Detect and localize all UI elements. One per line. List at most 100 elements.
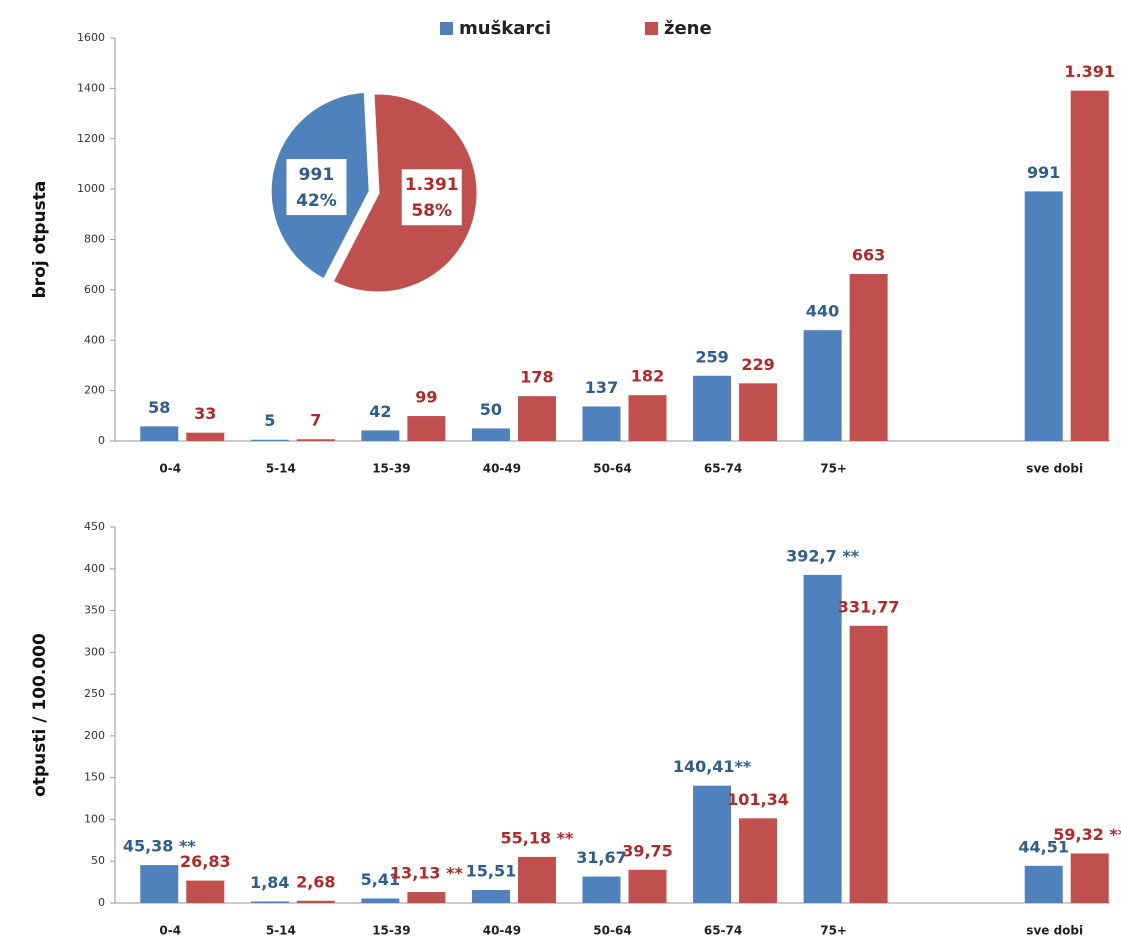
- pie-value-label: 1.391: [405, 175, 459, 195]
- value-label: 50: [480, 400, 502, 419]
- x-tick-label: 40-49: [483, 924, 521, 938]
- bar: [628, 395, 667, 441]
- bar: [849, 274, 888, 441]
- bar: [471, 428, 510, 441]
- legend-label: žene: [664, 18, 712, 39]
- x-tick-label: 5-14: [266, 924, 296, 938]
- legend-swatch: [645, 22, 658, 35]
- value-label: 331,77: [838, 597, 900, 616]
- bar: [140, 426, 179, 441]
- bar: [582, 406, 621, 441]
- value-label: 26,83: [180, 852, 231, 871]
- bar: [1070, 90, 1109, 441]
- y-tick-label: 1400: [77, 81, 105, 94]
- bar: [1024, 865, 1063, 903]
- value-label: 31,67: [576, 848, 627, 867]
- value-label: 5: [264, 411, 275, 430]
- y-tick-label: 200: [84, 384, 105, 397]
- x-tick-label: 65-74: [704, 924, 742, 938]
- bar: [471, 890, 510, 903]
- legend-swatch: [440, 22, 453, 35]
- y-axis-title: broj otpusta: [30, 181, 50, 299]
- bar: [296, 900, 335, 903]
- x-tick-label: 15-39: [372, 924, 410, 938]
- y-tick-label: 400: [84, 562, 105, 575]
- pie-percent-label: 42%: [296, 191, 337, 211]
- y-tick-label: 300: [84, 645, 105, 658]
- bar: [849, 625, 888, 903]
- value-label: 55,18 **: [500, 828, 574, 847]
- bar: [296, 439, 335, 441]
- bar: [1070, 853, 1109, 903]
- bar: [140, 865, 179, 903]
- y-tick-label: 600: [84, 283, 105, 296]
- y-tick-label: 0: [98, 896, 105, 909]
- value-label: 991: [1027, 163, 1060, 182]
- bar: [628, 869, 667, 903]
- value-label: 182: [631, 367, 664, 386]
- y-tick-label: 150: [84, 771, 105, 784]
- bar: [186, 432, 225, 441]
- value-label: 1,84: [250, 873, 289, 892]
- x-tick-label: 75+: [820, 924, 847, 938]
- x-tick-label: 0-4: [159, 462, 181, 476]
- y-tick-label: 1200: [77, 132, 105, 145]
- y-tick-label: 1000: [77, 182, 105, 195]
- value-label: 15,51: [466, 862, 517, 881]
- bar: [739, 383, 778, 441]
- value-label: 5,41: [361, 870, 400, 889]
- value-label: 99: [415, 388, 437, 407]
- bar: [1024, 191, 1063, 441]
- value-label: 44,51: [1018, 837, 1069, 856]
- bar: [582, 876, 621, 903]
- value-label: 13,13 **: [390, 864, 464, 883]
- value-label: 259: [695, 347, 728, 366]
- bar: [739, 818, 778, 903]
- y-tick-label: 400: [84, 333, 105, 346]
- value-label: 1.391: [1064, 62, 1115, 81]
- pie-label-box: [286, 159, 347, 216]
- value-label: 140,41**: [673, 757, 752, 776]
- value-label: 178: [520, 368, 553, 387]
- value-label: 440: [806, 302, 839, 321]
- bar: [361, 898, 400, 903]
- y-tick-label: 350: [84, 604, 105, 617]
- x-tick-label: sve dobi: [1026, 462, 1083, 476]
- y-tick-label: 1600: [77, 31, 105, 44]
- bar: [803, 574, 842, 903]
- y-tick-label: 50: [91, 854, 105, 867]
- x-tick-label: 75+: [820, 462, 847, 476]
- y-tick-label: 0: [98, 434, 105, 447]
- bar: [250, 439, 289, 441]
- value-label: 7: [310, 411, 321, 430]
- value-label: 229: [741, 355, 774, 374]
- bar: [693, 375, 732, 441]
- bar: [407, 416, 446, 441]
- value-label: 39,75: [622, 841, 673, 860]
- x-tick-label: 65-74: [704, 462, 742, 476]
- pie-label-box: [401, 169, 462, 226]
- pie-value-label: 991: [299, 165, 335, 185]
- legend-label: muškarci: [459, 18, 551, 39]
- y-tick-label: 200: [84, 729, 105, 742]
- x-tick-label: 40-49: [483, 462, 521, 476]
- x-tick-label: sve dobi: [1026, 924, 1083, 938]
- bar: [693, 785, 732, 903]
- value-label: 59,32 **: [1053, 825, 1121, 844]
- y-tick-label: 800: [84, 233, 105, 246]
- bar: [803, 330, 842, 441]
- bar: [517, 396, 556, 441]
- y-tick-label: 100: [84, 812, 105, 825]
- bar: [186, 880, 225, 903]
- x-tick-label: 50-64: [593, 924, 631, 938]
- bar: [361, 430, 400, 441]
- bar: [250, 901, 289, 903]
- y-tick-label: 450: [84, 520, 105, 533]
- x-tick-label: 50-64: [593, 462, 631, 476]
- value-label: 663: [852, 246, 885, 265]
- bar: [407, 892, 446, 903]
- value-label: 58: [148, 398, 170, 417]
- value-label: 392,7 **: [786, 546, 860, 565]
- value-label: 2,68: [296, 872, 335, 891]
